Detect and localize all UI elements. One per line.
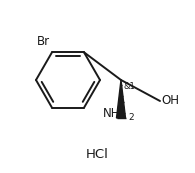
Text: NH: NH [103, 107, 120, 120]
Polygon shape [116, 80, 126, 118]
Text: Br: Br [37, 35, 50, 48]
Text: &1: &1 [124, 82, 136, 91]
Text: 2: 2 [128, 113, 134, 122]
Text: HCl: HCl [86, 148, 108, 162]
Text: OH: OH [161, 94, 179, 107]
